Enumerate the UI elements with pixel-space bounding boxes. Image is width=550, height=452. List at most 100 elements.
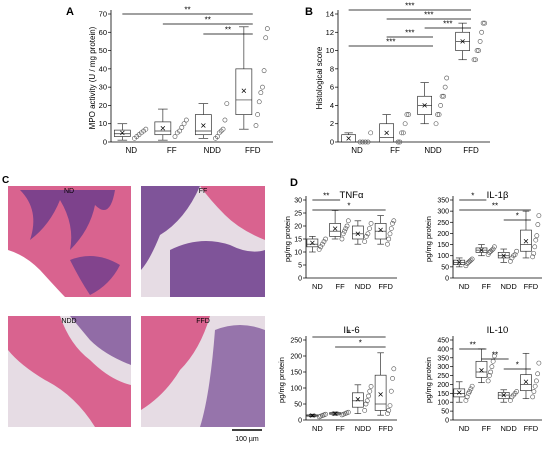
data-point <box>467 389 473 394</box>
mean-marker <box>378 227 383 233</box>
y-tick-label: 200 <box>437 231 449 238</box>
data-point <box>214 134 220 139</box>
x-tick-label: NDD <box>501 282 518 291</box>
significance-label: ** <box>205 16 211 25</box>
mean-marker <box>332 411 338 416</box>
data-point <box>316 246 322 252</box>
mean-marker <box>384 130 389 136</box>
y-tick-label: 15 <box>294 237 302 244</box>
data-point <box>255 112 261 117</box>
data-point <box>391 366 397 372</box>
data-point <box>402 121 408 127</box>
x-tick-label: FF <box>167 146 177 155</box>
mean-marker <box>310 240 315 246</box>
y-tick-label: 30 <box>294 198 302 205</box>
y-tick-label: 50 <box>294 402 302 409</box>
il-1-beta-chart: 0 50 100 150 200 250 300 350 ND FF NDD FFD pg/mg pro… <box>424 190 542 291</box>
y-axis-label: pg/mg protein <box>283 216 292 262</box>
mean-marker <box>479 247 484 253</box>
chart-title: IL-1β <box>487 190 509 201</box>
data-point <box>183 117 189 123</box>
x-tick-label: ND <box>312 282 323 291</box>
x-tick-label: ND <box>351 146 363 155</box>
data-point <box>395 139 401 145</box>
data-point <box>404 112 410 117</box>
data-point <box>488 369 494 375</box>
y-tick-label: 400 <box>437 346 449 353</box>
data-point <box>181 121 187 127</box>
data-point <box>367 388 373 394</box>
mean-marker <box>501 392 506 398</box>
data-point <box>514 248 520 254</box>
data-point <box>530 394 536 400</box>
y-tick-label: 150 <box>290 370 302 377</box>
data-point <box>532 383 538 389</box>
data-point <box>368 220 374 226</box>
x-tick-label: FF <box>482 424 492 433</box>
chart-title: IL-10 <box>487 325 509 336</box>
data-point <box>535 222 541 227</box>
y-tick-label: 40 <box>99 64 107 73</box>
y-axis-label: Histological score <box>315 46 324 109</box>
villus-crypt-area <box>70 256 120 295</box>
data-point <box>491 244 497 250</box>
histology-label-ffd: FFD <box>196 318 210 325</box>
significance-label: * <box>347 329 350 338</box>
data-point <box>321 239 327 244</box>
mean-marker <box>479 367 484 373</box>
data-point <box>514 389 520 394</box>
data-point <box>339 236 345 242</box>
data-point <box>363 233 369 239</box>
scale-bar-label: 100 µm <box>235 436 259 443</box>
data-point <box>385 241 390 247</box>
box <box>352 225 364 240</box>
significance-label: * <box>516 212 519 221</box>
x-tick-label: FF <box>336 424 346 433</box>
data-point <box>387 231 393 237</box>
x-tick-label: FFD <box>378 282 393 291</box>
data-point <box>482 20 488 26</box>
significance-label: ** <box>184 6 190 15</box>
mean-marker <box>346 136 351 141</box>
data-point <box>264 26 270 32</box>
significance-label: * <box>347 202 350 211</box>
box <box>194 114 212 136</box>
data-point <box>479 29 485 35</box>
mucosa-area <box>8 316 131 427</box>
significance-label: ** <box>492 202 498 211</box>
box <box>374 374 387 411</box>
y-tick-label: 2 <box>330 119 334 128</box>
histological-score-chart: 0 2 4 6 8 10 12 14 ND FF NDD FFD Histological score *… <box>315 2 490 155</box>
mpo-chart: 0 10 20 30 40 50 60 70 ND FF NDD FFD MPO activity (U… <box>88 6 273 155</box>
data-point <box>323 411 328 417</box>
data-point <box>318 244 324 250</box>
mean-marker <box>201 123 206 128</box>
data-point <box>400 130 406 136</box>
data-point <box>467 258 473 264</box>
data-point <box>319 241 325 247</box>
data-point <box>533 237 539 243</box>
data-point <box>258 90 264 96</box>
data-point <box>357 139 363 145</box>
data-point <box>363 401 369 407</box>
data-point <box>433 121 439 127</box>
data-point <box>390 375 395 381</box>
data-point <box>491 353 497 359</box>
data-point <box>511 253 516 259</box>
data-point <box>179 124 185 130</box>
data-point <box>391 218 397 224</box>
il-6-chart: 0 50 100 150 200 250 ND FF NDD FFD pg/mg protein IL… <box>277 325 397 433</box>
data-point <box>261 68 267 74</box>
data-point <box>344 223 350 229</box>
y-tick-label: 300 <box>437 209 449 216</box>
significance-label: ** <box>470 341 476 350</box>
data-point <box>367 226 372 231</box>
histology-image-ffd <box>141 316 265 427</box>
data-point <box>256 99 262 105</box>
y-tick-label: 25 <box>294 211 302 218</box>
data-point <box>172 134 178 139</box>
data-point <box>488 248 494 254</box>
data-point <box>143 126 149 132</box>
data-point <box>362 239 368 244</box>
mean-marker <box>355 231 361 237</box>
